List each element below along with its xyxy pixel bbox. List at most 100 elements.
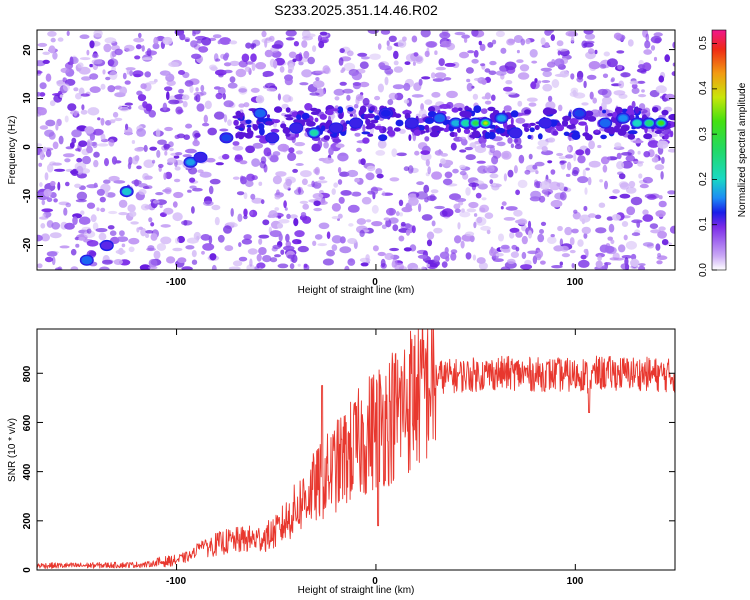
noise-speckle: [272, 175, 282, 185]
noise-speckle: [81, 104, 85, 111]
noise-speckle: [45, 149, 52, 158]
noise-speckle: [284, 207, 288, 211]
noise-speckle: [360, 262, 369, 267]
noise-speckle: [65, 202, 72, 208]
noise-speckle: [269, 257, 278, 263]
noise-speckle: [369, 53, 381, 60]
band-speckle: [404, 112, 411, 120]
noise-speckle: [213, 86, 221, 90]
noise-speckle: [641, 89, 645, 93]
noise-speckle: [202, 122, 210, 127]
noise-speckle: [671, 71, 675, 77]
noise-speckle: [386, 207, 396, 216]
band-speckle: [378, 134, 388, 142]
noise-speckle: [486, 229, 491, 235]
noise-speckle: [484, 92, 491, 100]
noise-speckle: [392, 224, 399, 232]
noise-speckle: [500, 47, 507, 54]
snr-ytick-label: 600: [22, 414, 33, 431]
noise-speckle: [400, 221, 406, 227]
noise-speckle: [191, 259, 198, 265]
noise-speckle: [619, 193, 631, 199]
noise-speckle: [509, 232, 515, 239]
noise-speckle: [105, 76, 111, 81]
noise-speckle: [403, 247, 412, 252]
noise-speckle: [49, 100, 56, 107]
noise-speckle: [561, 253, 571, 258]
band-speckle: [626, 109, 636, 116]
noise-speckle: [252, 43, 257, 48]
noise-speckle: [461, 34, 470, 39]
noise-speckle: [312, 240, 317, 246]
noise-speckle: [371, 221, 383, 227]
noise-speckle: [292, 168, 298, 173]
noise-speckle: [584, 187, 588, 195]
noise-speckle: [583, 232, 588, 239]
noise-speckle: [439, 210, 448, 218]
noise-speckle: [649, 223, 659, 230]
noise-speckle: [404, 223, 411, 229]
noise-speckle: [183, 219, 188, 226]
noise-speckle: [498, 233, 504, 242]
noise-speckle: [70, 110, 80, 115]
noise-speckle: [40, 223, 46, 229]
noise-speckle: [337, 179, 343, 185]
noise-speckle: [570, 73, 575, 80]
noise-speckle: [445, 116, 451, 120]
noise-speckle: [642, 242, 654, 247]
noise-speckle: [639, 183, 649, 189]
band-speckle: [555, 124, 565, 132]
noise-speckle: [458, 201, 464, 206]
band-speckle: [582, 132, 590, 137]
spectrogram-signal-band: [232, 105, 675, 142]
noise-speckle: [95, 228, 108, 233]
noise-speckle: [443, 77, 452, 81]
noise-speckle: [238, 60, 248, 68]
noise-speckle: [184, 80, 194, 87]
noise-speckle: [243, 208, 248, 217]
noise-speckle: [133, 37, 145, 43]
noise-speckle: [532, 164, 538, 170]
noise-speckle: [420, 30, 431, 38]
spectrogram-xtick-label: -100: [166, 277, 186, 288]
noise-speckle: [129, 70, 134, 77]
noise-speckle: [530, 81, 540, 90]
band-speckle: [487, 106, 496, 112]
noise-speckle: [357, 52, 368, 57]
noise-speckle: [44, 129, 55, 137]
noise-speckle: [536, 145, 543, 150]
noise-speckle: [271, 44, 283, 49]
noise-speckle: [238, 86, 248, 95]
noise-speckle: [542, 70, 552, 78]
noise-speckle: [347, 258, 356, 266]
noise-speckle: [37, 143, 42, 147]
noise-speckle: [540, 221, 547, 226]
noise-speckle: [354, 132, 361, 137]
band-speckle: [431, 125, 441, 132]
noise-speckle: [90, 214, 97, 223]
noise-speckle: [342, 88, 354, 94]
noise-speckle: [625, 155, 636, 162]
noise-speckle: [525, 38, 531, 45]
noise-speckle: [376, 173, 384, 179]
noise-speckle: [91, 53, 99, 59]
noise-speckle: [200, 84, 205, 92]
noise-speckle: [136, 128, 147, 137]
noise-speckle: [365, 254, 370, 262]
noise-speckle: [76, 157, 83, 163]
noise-speckle: [93, 30, 103, 38]
hotspot-core: [659, 121, 663, 125]
noise-speckle: [108, 175, 120, 182]
noise-speckle: [333, 182, 339, 188]
noise-speckle: [653, 32, 663, 37]
noise-speckle: [104, 37, 117, 44]
noise-speckle: [46, 197, 53, 203]
noise-speckle: [251, 175, 258, 181]
noise-speckle: [344, 265, 350, 270]
noise-speckle: [567, 146, 571, 152]
noise-speckle: [149, 146, 158, 151]
noise-speckle: [92, 141, 98, 149]
noise-speckle: [391, 148, 398, 158]
band-speckle: [374, 115, 380, 121]
